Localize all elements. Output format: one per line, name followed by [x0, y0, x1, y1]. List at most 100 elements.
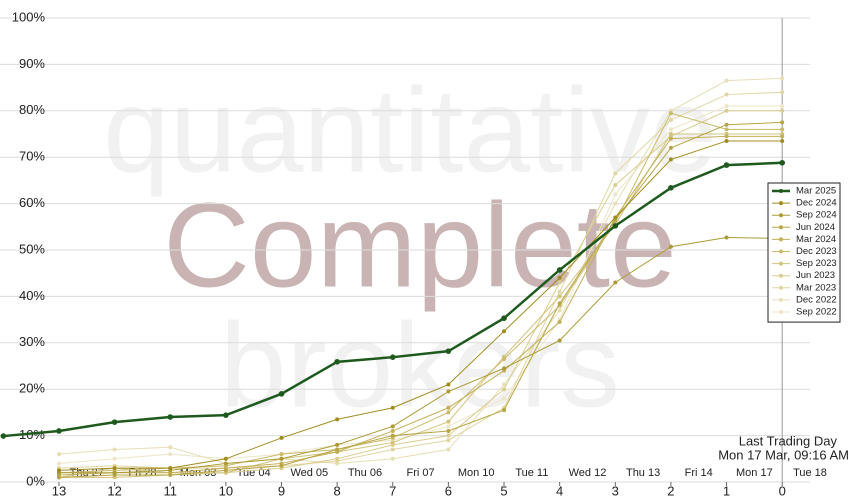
y-tick-label: 0%: [26, 473, 45, 488]
point: [335, 447, 340, 452]
point: [279, 456, 284, 461]
series-line: [58, 121, 783, 478]
point: [278, 391, 285, 397]
point: [112, 470, 117, 475]
point: [56, 452, 61, 457]
date-label: Wed 05: [290, 467, 328, 479]
point: [724, 127, 729, 132]
point: [446, 405, 451, 410]
legend-dot: [779, 189, 783, 193]
point: [724, 138, 729, 143]
point: [780, 138, 785, 143]
point: [501, 315, 507, 322]
point: [168, 466, 173, 471]
point: [111, 419, 118, 425]
legend-label: Sep 2024: [796, 210, 837, 221]
point: [390, 433, 395, 438]
y-tick-label: 30%: [19, 334, 45, 349]
annotation: Last Trading Day: [739, 433, 838, 448]
point: [780, 90, 785, 95]
point: [779, 159, 785, 166]
point: [446, 447, 451, 452]
point: [724, 104, 729, 109]
x-tick-label: 13: [52, 483, 66, 498]
series-line: [58, 77, 783, 464]
series-line: [58, 110, 783, 478]
point: [723, 162, 730, 168]
point: [557, 280, 562, 285]
point: [724, 134, 729, 139]
point: [668, 136, 673, 141]
legend-dot: [779, 297, 783, 302]
point: [668, 157, 673, 162]
point: [334, 359, 340, 365]
x-tick-label: 9: [278, 483, 285, 498]
point: [56, 475, 61, 480]
point: [724, 122, 729, 127]
watermark: quantitative: [103, 64, 717, 198]
x-tick-label: 8: [334, 483, 341, 498]
date-label: Mon 10: [458, 467, 495, 479]
point: [724, 78, 729, 83]
point: [223, 456, 228, 461]
point: [335, 456, 340, 461]
point: [0, 433, 7, 439]
point: [724, 92, 729, 97]
point: [668, 127, 673, 132]
legend-label: Sep 2022: [796, 307, 837, 318]
point: [446, 389, 451, 394]
legend-dot: [779, 237, 783, 242]
point: [557, 308, 562, 313]
annotation: Mon 17 Mar, 09:16 AM: [718, 447, 849, 462]
y-tick-label: 50%: [19, 241, 45, 256]
point: [502, 329, 507, 334]
legend-dot: [779, 310, 783, 314]
legend-label: Mar 2025: [796, 186, 836, 197]
x-tick-label: 3: [612, 483, 619, 498]
point: [613, 201, 618, 206]
point: [780, 120, 785, 125]
point: [446, 419, 451, 424]
point: [445, 348, 452, 354]
y-tick-label: 40%: [19, 288, 45, 303]
point: [56, 428, 62, 434]
point: [613, 192, 618, 197]
point: [279, 452, 284, 457]
x-tick-label: 6: [445, 483, 452, 498]
point: [613, 280, 618, 285]
series-line: [58, 112, 783, 474]
date-label: Mon 17: [736, 467, 773, 479]
legend-dot: [779, 201, 783, 206]
point: [335, 417, 340, 422]
point: [112, 447, 117, 452]
point: [502, 382, 507, 387]
point: [668, 111, 673, 116]
point: [112, 456, 117, 461]
legend-label: Sep 2023: [796, 258, 837, 269]
x-tick-label: 0: [779, 483, 786, 498]
point: [557, 338, 562, 343]
legend-label: Jun 2023: [796, 270, 835, 281]
point: [446, 433, 451, 438]
point: [557, 289, 562, 294]
y-tick-label: 60%: [19, 195, 45, 210]
point: [780, 134, 785, 139]
point: [556, 267, 563, 273]
x-tick-label: 10: [219, 483, 233, 498]
point: [668, 118, 673, 123]
point: [168, 445, 173, 450]
watermark: brokers: [220, 299, 620, 433]
point: [223, 461, 228, 466]
legend-label: Mar 2024: [796, 234, 836, 245]
point: [502, 387, 507, 392]
point: [557, 301, 562, 306]
legend-dot: [779, 213, 783, 218]
point: [390, 447, 395, 452]
series-line: [58, 140, 783, 471]
point: [613, 183, 618, 188]
point: [668, 185, 674, 191]
point: [780, 76, 785, 81]
legend-label: Dec 2022: [796, 294, 837, 305]
point: [389, 354, 396, 360]
y-tick-label: 20%: [19, 381, 45, 396]
